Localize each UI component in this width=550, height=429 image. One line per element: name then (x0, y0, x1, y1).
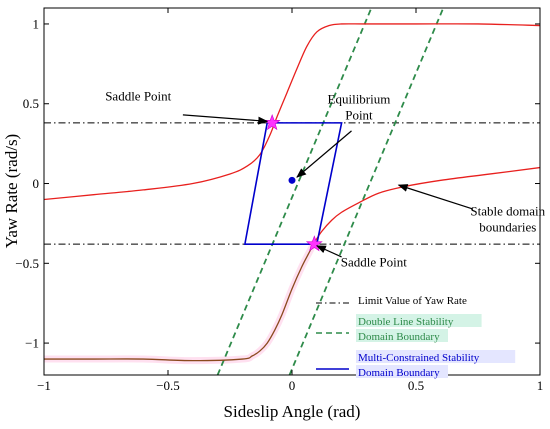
annotation-label-equilibrium: Equilibrium (328, 92, 391, 107)
x-tick-label: 0.5 (408, 378, 424, 393)
legend-label-double: Double Line Stability (358, 316, 454, 328)
annotation-label-saddle_lower: Saddle Point (341, 254, 407, 269)
double-line-boundary-2 (288, 8, 445, 375)
legend-label-double: Domain Boundary (358, 331, 440, 343)
legend-highlight-multi (356, 365, 448, 378)
legend-label-limit: Limit Value of Yaw Rate (358, 295, 467, 307)
legend-highlight-multi (356, 350, 516, 363)
upper-stable-boundary-curve (44, 23, 540, 201)
annotation-label-saddle_upper: Saddle Point (105, 89, 171, 104)
y-tick-label: 1 (33, 16, 40, 31)
x-tick-label: −0.5 (156, 378, 180, 393)
lower-stable-boundary-curve (313, 166, 540, 243)
legend-highlight-double (356, 329, 448, 342)
annotation-label-stable: Stable domain (470, 203, 545, 218)
legend-highlight-double (356, 314, 482, 327)
legend-label-multi: Multi-Constrained Stability (358, 352, 480, 364)
y-tick-label: −0.5 (15, 256, 39, 271)
annotation-label-equilibrium: Point (345, 108, 373, 123)
x-tick-label: −1 (37, 378, 51, 393)
x-tick-label: 1 (537, 378, 544, 393)
y-tick-label: 0.5 (23, 96, 39, 111)
lower-unstable-boundary-curve (44, 242, 315, 362)
legend-label-multi: Domain Boundary (358, 367, 440, 379)
annotation-arrow-saddle_upper (182, 114, 269, 125)
x-tick-label: 0 (289, 378, 296, 393)
x-axis-title: Sideslip Angle (rad) (224, 402, 361, 421)
double-line-boundary-1 (216, 8, 373, 375)
lower-boundary-highlight (44, 239, 318, 365)
annotation-label-stable: boundaries (479, 219, 536, 234)
y-axis-title: Yaw Rate (rad/s) (2, 134, 21, 248)
y-tick-label: −1 (25, 336, 39, 351)
annotation-arrow-saddle_lower (315, 245, 342, 258)
saddle-point-marker-2 (305, 235, 323, 252)
annotation-arrow-equilibrium (296, 130, 352, 178)
equilibrium-point-marker (288, 176, 296, 184)
annotation-arrow-stable (397, 184, 474, 210)
y-tick-label: 0 (33, 176, 40, 191)
